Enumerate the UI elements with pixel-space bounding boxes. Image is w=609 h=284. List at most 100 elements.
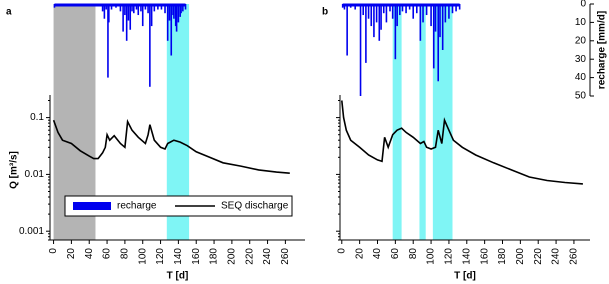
x-tick-label: 200 <box>227 248 238 265</box>
x-tick-label: 80 <box>120 248 131 260</box>
x-axis-label: T [d] <box>167 271 189 282</box>
recharge-bar <box>157 4 159 10</box>
recharge-bar <box>131 4 133 12</box>
recharge-bar <box>367 4 370 19</box>
highlight-span <box>419 4 426 240</box>
recharge-bar <box>172 4 174 16</box>
panel-label: b <box>322 7 328 18</box>
x-tick-label: 20 <box>66 248 77 260</box>
x-tick-label: 100 <box>426 248 437 265</box>
recharge-bar <box>412 4 415 19</box>
recharge-bar <box>380 4 382 30</box>
x-tick-label: 100 <box>137 248 148 265</box>
recharge-bar <box>389 4 391 12</box>
recharge-bar <box>144 4 147 10</box>
recharge-bar <box>168 4 171 21</box>
legend-label: recharge <box>117 201 157 212</box>
recharge-bar <box>385 4 388 23</box>
y2-tick-label: 50 <box>575 91 587 102</box>
recharge-bar <box>160 4 163 10</box>
x-tick-label: 220 <box>244 248 255 265</box>
recharge-bar <box>425 4 428 16</box>
recharge-bar <box>119 4 122 12</box>
recharge-bar <box>103 4 106 19</box>
recharge-bar <box>373 4 375 38</box>
recharge-bar <box>129 4 132 30</box>
x-axis-label: T [d] <box>454 271 476 282</box>
y2-tick-label: 20 <box>575 35 587 46</box>
legend-swatch <box>73 202 111 210</box>
x-tick-label: 60 <box>102 248 113 260</box>
recharge-bar <box>401 4 404 12</box>
recharge-bar <box>127 4 130 21</box>
x-tick-label: 40 <box>84 248 95 260</box>
recharge-bar <box>396 4 398 27</box>
x-tick-label: 240 <box>551 248 562 265</box>
x-tick-label: 200 <box>515 248 526 265</box>
recharge-bar <box>150 4 153 27</box>
recharge-bar <box>437 4 440 82</box>
recharge-bar <box>415 4 418 14</box>
x-tick-label: 140 <box>173 248 184 265</box>
recharge-bar <box>434 4 437 32</box>
y-tick-label: 0.1 <box>30 112 44 123</box>
x-tick-label: 80 <box>408 248 419 260</box>
x-tick-label: 240 <box>262 248 273 265</box>
y-tick-label: 0.01 <box>25 169 45 180</box>
recharge-bar <box>458 4 461 10</box>
recharge-bar <box>432 4 435 69</box>
recharge-bar <box>149 4 151 87</box>
recharge-bar <box>180 4 182 14</box>
x-tick-label: 180 <box>497 248 508 265</box>
recharge-bar <box>141 4 144 27</box>
recharge-bar <box>135 4 138 10</box>
recharge-bar <box>133 4 135 14</box>
x-tick-label: 40 <box>372 248 383 260</box>
recharge-bar <box>441 4 444 50</box>
recharge-bar <box>370 4 373 27</box>
recharge-bar <box>455 4 457 12</box>
x-tick-label: 0 <box>336 248 347 254</box>
highlight-span <box>392 4 402 240</box>
recharge-bar <box>153 4 156 12</box>
discharge-line <box>52 118 290 174</box>
panel-label: a <box>6 7 12 18</box>
recharge-bar <box>378 4 381 41</box>
x-tick-label: 120 <box>444 248 455 265</box>
recharge-bar <box>125 4 128 41</box>
recharge-bar <box>391 4 394 19</box>
y2-tick-label: 10 <box>575 17 587 28</box>
x-tick-label: 160 <box>479 248 490 265</box>
recharge-bar <box>173 4 175 19</box>
recharge-bar <box>174 4 177 27</box>
recharge-bar <box>179 4 181 17</box>
recharge-bar <box>365 4 367 63</box>
y-tick-label: 0.001 <box>19 226 44 237</box>
discharge-line <box>341 100 583 185</box>
recharge-bar <box>170 4 173 56</box>
x-tick-label: 20 <box>354 248 365 260</box>
recharge-bar <box>177 4 180 23</box>
recharge-bar <box>166 4 169 41</box>
y2-tick-label: 40 <box>575 72 587 83</box>
recharge-bar <box>422 4 424 23</box>
recharge-bar <box>359 4 362 96</box>
recharge-bar <box>137 4 140 16</box>
recharge-bar <box>439 4 441 38</box>
recharge-bar <box>343 4 346 10</box>
x-tick-label: 160 <box>191 248 202 265</box>
recharge-bar <box>448 4 450 19</box>
recharge-bar <box>140 4 142 12</box>
recharge-bar <box>451 4 454 14</box>
legend-label: SEQ discharge <box>221 201 289 212</box>
x-tick-label: 260 <box>569 248 580 265</box>
recharge-bar <box>444 4 447 23</box>
x-tick-label: 120 <box>155 248 166 265</box>
x-tick-label: 60 <box>390 248 401 260</box>
recharge-bar <box>346 4 348 56</box>
x-tick-label: 180 <box>209 248 220 265</box>
recharge-bar <box>164 4 166 14</box>
recharge-bar <box>430 4 432 27</box>
x-tick-label: 140 <box>461 248 472 265</box>
